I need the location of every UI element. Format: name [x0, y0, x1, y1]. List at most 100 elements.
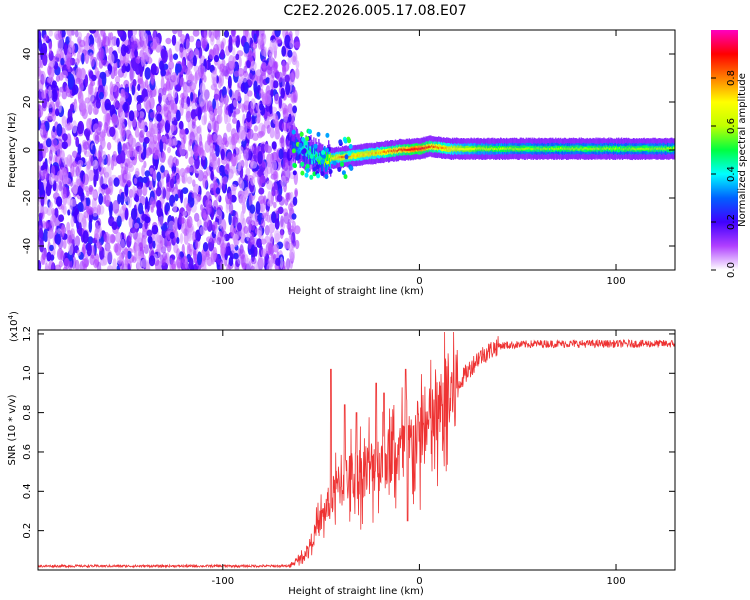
- noise-cell: [61, 167, 67, 176]
- signal-cell: [668, 147, 670, 150]
- signal-cell: [548, 147, 550, 150]
- noise-cell: [230, 243, 235, 251]
- noise-cell: [98, 47, 104, 60]
- noise-cell: [202, 212, 207, 221]
- noise-cell: [198, 124, 202, 137]
- noise-cell: [170, 54, 174, 62]
- signal-cell: [615, 147, 617, 150]
- signal-cell: [388, 149, 391, 152]
- signal-cell: [338, 156, 341, 159]
- signal-cell: [400, 148, 403, 151]
- noise-cell: [134, 222, 140, 229]
- noise-cell: [152, 240, 156, 249]
- noise-cell: [188, 144, 192, 152]
- signal-cell: [530, 147, 532, 151]
- noise-cell: [109, 205, 113, 219]
- noise-cell: [166, 110, 172, 124]
- signal-cell: [318, 160, 320, 164]
- noise-cell: [149, 196, 155, 210]
- signal-cell: [590, 147, 592, 150]
- noise-cell: [135, 55, 141, 64]
- noise-cell: [258, 195, 265, 204]
- noise-cell: [258, 177, 263, 189]
- signal-cell: [396, 150, 399, 153]
- signal-cell: [488, 148, 490, 151]
- noise-cell: [294, 41, 301, 49]
- noise-cell: [51, 80, 57, 89]
- noise-cell: [152, 170, 157, 182]
- noise-cell: [253, 125, 258, 132]
- noise-cell: [250, 161, 258, 169]
- signal-cell: [394, 149, 397, 152]
- spectrogram-cells: [38, 30, 675, 270]
- noise-cell: [72, 161, 78, 168]
- noise-cell: [174, 193, 179, 202]
- transition-cell: [303, 140, 308, 146]
- noise-cell: [260, 218, 266, 229]
- noise-cell: [219, 165, 226, 173]
- signal-cell: [372, 152, 374, 155]
- noise-cell: [77, 159, 84, 167]
- signal-cell: [362, 153, 364, 156]
- signal-cell: [298, 151, 300, 155]
- noise-cell: [189, 248, 193, 257]
- noise-cell: [292, 196, 298, 206]
- signal-cell: [654, 147, 656, 150]
- signal-cell: [589, 147, 591, 150]
- signal-cell: [449, 147, 452, 150]
- signal-cell: [646, 147, 648, 150]
- noise-cell: [69, 199, 73, 214]
- noise-cell: [181, 187, 189, 195]
- noise-cell: [194, 212, 200, 222]
- signal-cell: [525, 147, 527, 150]
- signal-cell: [588, 147, 590, 150]
- noise-cell: [77, 143, 82, 156]
- noise-cell: [154, 156, 159, 171]
- signal-cell: [459, 147, 462, 151]
- noise-cell: [40, 123, 45, 130]
- noise-cell: [137, 83, 141, 92]
- signal-cell: [583, 147, 585, 150]
- noise-cell: [105, 103, 112, 110]
- noise-cell: [264, 235, 271, 244]
- signal-cell: [513, 145, 516, 151]
- signal-cell: [562, 147, 564, 150]
- noise-cell: [289, 39, 295, 49]
- signal-cell: [580, 147, 582, 150]
- signal-cell: [552, 147, 554, 150]
- signal-cell: [327, 150, 329, 160]
- noise-cell: [272, 170, 278, 180]
- noise-cell: [208, 134, 213, 143]
- noise-cell: [166, 78, 171, 90]
- signal-cell: [656, 147, 658, 150]
- signal-cell: [499, 145, 501, 152]
- spectrogram-ticks: -100 0 100 -40 -20 0 20 40: [22, 30, 675, 287]
- noise-cell: [49, 244, 54, 252]
- y-tick-label: 0.6: [22, 444, 33, 460]
- x-tick-label: -100: [211, 576, 234, 587]
- signal-cell: [671, 147, 673, 150]
- noise-cell: [256, 238, 263, 249]
- signal-cell: [607, 147, 609, 150]
- noise-cell: [294, 189, 298, 198]
- signal-cell: [620, 145, 622, 151]
- noise-cell: [181, 97, 185, 109]
- signal-cell: [458, 148, 461, 151]
- noise-cell: [172, 263, 177, 270]
- noise-cell: [117, 30, 124, 38]
- signal-cell: [544, 147, 546, 150]
- noise-cell: [220, 49, 225, 59]
- x-tick-label: 0: [416, 276, 422, 287]
- noise-cell: [269, 127, 275, 139]
- signal-cell: [556, 147, 558, 150]
- signal-cell: [384, 150, 386, 153]
- signal-cell: [655, 147, 657, 150]
- signal-cell: [492, 147, 494, 150]
- signal-cell: [404, 148, 407, 151]
- signal-cell: [302, 146, 304, 150]
- noise-cell: [290, 232, 296, 246]
- noise-cell: [38, 110, 42, 117]
- signal-cell: [290, 137, 292, 154]
- noise-cell: [291, 69, 296, 81]
- transition-cell: [292, 170, 297, 176]
